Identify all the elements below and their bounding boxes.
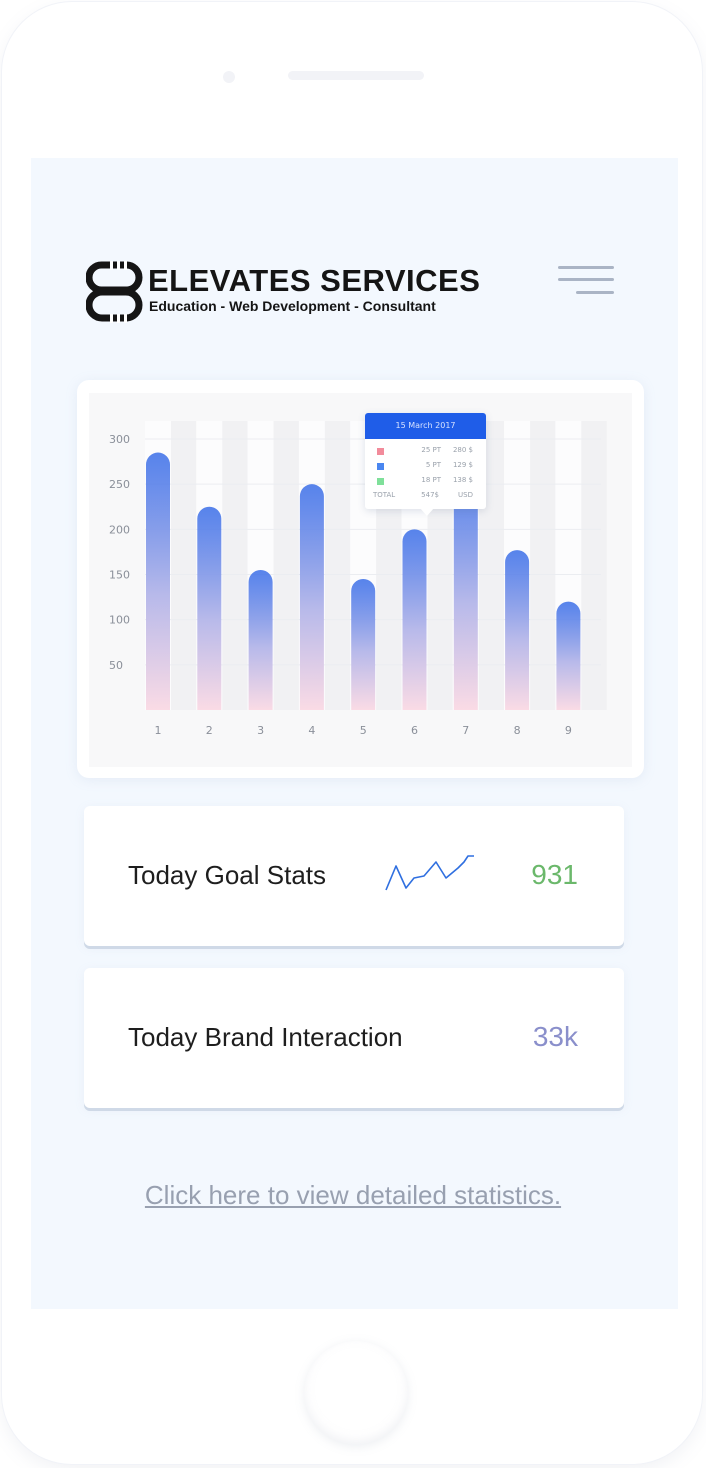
goal-stats-card[interactable]: Today Goal Stats 931 [84, 806, 624, 946]
tooltip-points: 5 PT [425, 461, 441, 469]
tooltip-caret-icon [420, 508, 434, 516]
tooltip-total-label: TOTAL [373, 491, 396, 499]
column-gap [581, 421, 607, 710]
x-tick-label: 7 [462, 724, 469, 737]
tooltip-amount: 138 $ [452, 476, 473, 484]
bar [453, 470, 478, 710]
tooltip-swatch-icon [377, 448, 384, 455]
brand-interaction-card[interactable]: Today Brand Interaction 33k [84, 968, 624, 1108]
tooltip-swatch-icon [377, 478, 384, 485]
tooltip-row: 5 PT 129 $ [365, 461, 486, 473]
column-gap [324, 421, 351, 710]
sparkline-chart-icon [385, 855, 474, 891]
x-tick-label: 4 [308, 724, 315, 737]
tooltip-amount: 280 $ [452, 446, 473, 454]
earpiece-speaker [288, 71, 424, 80]
y-tick-label: 150 [109, 569, 130, 582]
x-tick-label: 2 [206, 724, 213, 737]
y-tick-label: 50 [109, 659, 123, 672]
y-tick-label: 300 [109, 433, 130, 446]
bar [556, 601, 581, 710]
tooltip-amount: 129 $ [452, 461, 473, 469]
goal-stats-title: Today Goal Stats [128, 860, 326, 890]
tooltip-total-row: TOTAL 547$ USD [365, 491, 486, 503]
x-tick-label: 6 [411, 724, 418, 737]
bar [351, 579, 376, 710]
x-tick-label: 3 [257, 724, 264, 737]
brand-tagline: Education - Web Development - Consultant [149, 298, 436, 314]
brand-logo-mark-icon [86, 261, 143, 323]
goal-stats-value: 931 [531, 859, 578, 890]
bar [299, 484, 324, 710]
chart-tooltip: 15 March 2017 25 PT 280 $ 5 PT 129 $ 18 … [365, 413, 486, 509]
bar [197, 506, 222, 710]
bar [146, 452, 170, 710]
bar [505, 550, 530, 710]
brand-name: ELEVATES SERVICES [148, 263, 481, 298]
bar [248, 569, 273, 710]
chart-card: 50 100 150 200 250 300 1 2 3 4 5 6 7 8 9 [77, 380, 644, 778]
brand-logo[interactable]: ELEVATES SERVICES Education - Web Develo… [86, 261, 480, 323]
y-tick-label: 100 [109, 614, 130, 627]
bar-chart: 50 100 150 200 250 300 1 2 3 4 5 6 7 8 9 [109, 421, 607, 737]
tooltip-total-currency: USD [458, 491, 473, 499]
brand-interaction-value: 33k [532, 1021, 578, 1052]
tooltip-points: 25 PT [421, 446, 441, 454]
y-tick-label: 250 [109, 478, 130, 491]
column-gap [530, 421, 556, 710]
hamburger-menu-icon[interactable] [556, 264, 616, 298]
x-tick-label: 5 [360, 724, 367, 737]
home-button[interactable] [304, 1341, 408, 1445]
y-tick-label: 200 [109, 523, 130, 536]
brand-interaction-title: Today Brand Interaction [128, 1022, 403, 1052]
column-gap [222, 421, 248, 710]
tooltip-swatch-icon [377, 463, 384, 470]
column-gap [273, 421, 299, 710]
x-tick-label: 8 [514, 724, 521, 737]
tooltip-row: 18 PT 138 $ [365, 476, 486, 488]
tooltip-date: 15 March 2017 [365, 413, 486, 439]
x-tick-label: 1 [155, 724, 162, 737]
chart-area: 50 100 150 200 250 300 1 2 3 4 5 6 7 8 9 [89, 393, 632, 767]
x-tick-label: 9 [565, 724, 572, 737]
bar [402, 529, 427, 710]
front-camera [223, 71, 235, 83]
tooltip-row: 25 PT 280 $ [365, 446, 486, 458]
tooltip-total-value: 547$ [421, 491, 439, 499]
tooltip-points: 18 PT [421, 476, 441, 484]
detailed-statistics-link[interactable]: Click here to view detailed statistics. [144, 1180, 562, 1210]
column-gap [171, 421, 197, 710]
